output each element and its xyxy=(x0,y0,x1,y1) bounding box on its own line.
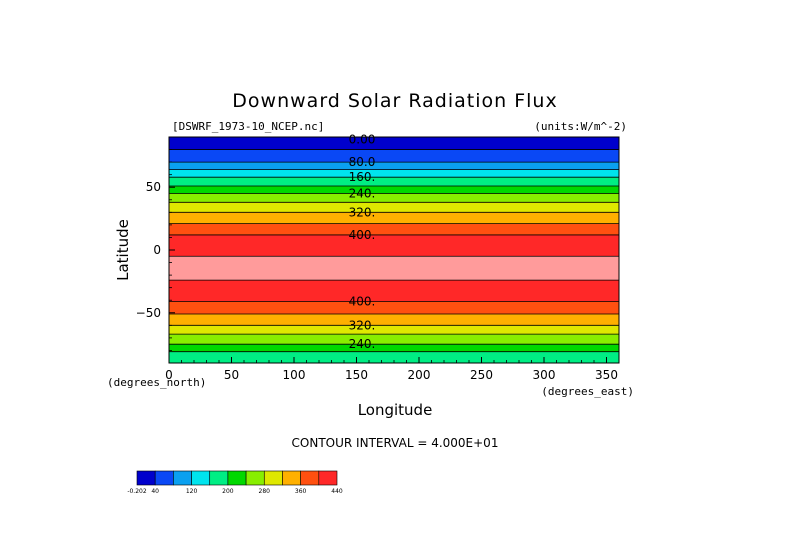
x-tick-label-7: 350 xyxy=(595,368,618,382)
band-15 xyxy=(169,325,619,335)
contour-label-4: 320. xyxy=(349,205,376,219)
colorbar-label-1: 40 xyxy=(151,488,159,495)
plot-contours xyxy=(169,149,619,353)
colorbar-labels: -0.202 40 120 200 280 360 440 xyxy=(127,488,343,495)
colorbar-swatch-6 xyxy=(245,470,265,486)
band-2 xyxy=(169,162,619,171)
band-11 xyxy=(169,256,619,281)
band-3 xyxy=(169,169,619,178)
band-8 xyxy=(169,212,619,225)
colorbar-swatch-3 xyxy=(191,470,211,486)
plot-bands xyxy=(169,137,619,364)
band-16 xyxy=(169,334,619,345)
x-tick-label-5: 250 xyxy=(470,368,493,382)
file-name-label: [DSWRF_1973-10_NCEP.nc] xyxy=(172,120,324,133)
band-14 xyxy=(169,314,619,326)
colorbar-swatch-0 xyxy=(136,470,156,486)
band-10 xyxy=(169,234,619,257)
contour-label-5: 400. xyxy=(349,228,376,242)
band-5 xyxy=(169,185,619,194)
y-tick-label-2: −50 xyxy=(136,306,161,320)
x-tick-label-6: 300 xyxy=(533,368,556,382)
colorbar xyxy=(136,470,338,486)
colorbar-label-2: 120 xyxy=(186,488,198,495)
colorbar-swatch-7 xyxy=(263,470,283,486)
contour-interval: CONTOUR INTERVAL = 4.000E+01 xyxy=(292,436,499,450)
chart-title: Downward Solar Radiation Flux xyxy=(232,90,557,112)
colorbar-label-3: 200 xyxy=(222,488,234,495)
colorbar-swatch-1 xyxy=(154,470,174,486)
y-axis-title: Latitude xyxy=(114,219,132,281)
y-axis-ticks: 50 0 −50 xyxy=(136,149,175,351)
colorbar-label-6: 440 xyxy=(331,488,343,495)
band-12 xyxy=(169,280,619,302)
band-17 xyxy=(169,344,619,353)
units-label: (units:W/m^-2) xyxy=(534,120,627,133)
x-tick-label-2: 100 xyxy=(283,368,306,382)
colorbar-swatch-5 xyxy=(227,470,247,486)
band-7 xyxy=(169,202,619,213)
y-unit-label: (degrees_north) xyxy=(107,376,206,389)
x-axis-ticks: 0 50 100 150 200 250 300 350 xyxy=(165,357,618,382)
contour-label-3: 240. xyxy=(349,187,376,201)
band-9 xyxy=(169,223,619,236)
band-6 xyxy=(169,193,619,203)
colorbar-swatch-8 xyxy=(282,470,301,486)
contour-label-8: 240. xyxy=(349,337,376,351)
y-tick-label-1: 0 xyxy=(153,243,161,257)
colorbar-swatch-2 xyxy=(173,470,192,486)
band-18 xyxy=(169,351,619,364)
y-tick-label-0: 50 xyxy=(146,180,161,194)
band-13 xyxy=(169,301,619,315)
x-tick-label-3: 150 xyxy=(345,368,368,382)
colorbar-label-0: -0.202 xyxy=(127,488,147,495)
colorbar-label-4: 280 xyxy=(259,488,271,495)
band-1 xyxy=(169,149,619,163)
contour-label-7: 320. xyxy=(349,318,376,332)
colorbar-swatch-9 xyxy=(300,470,320,486)
x-tick-label-1: 50 xyxy=(224,368,239,382)
contour-label-0: 0.00 xyxy=(349,133,376,147)
band-4 xyxy=(169,177,619,187)
colorbar-label-5: 360 xyxy=(295,488,307,495)
colorbar-swatch-10 xyxy=(318,470,338,486)
contour-label-1: 80.0 xyxy=(349,155,376,169)
contour-label-6: 400. xyxy=(349,294,376,308)
band-0 xyxy=(169,137,619,151)
x-tick-label-4: 200 xyxy=(408,368,431,382)
x-tick-label-0: 0 xyxy=(165,368,173,382)
colorbar-swatch-4 xyxy=(209,470,229,486)
x-axis-title: Longitude xyxy=(358,401,433,419)
contour-label-2: 160. xyxy=(349,170,376,184)
x-unit-label: (degrees_east) xyxy=(541,385,634,398)
